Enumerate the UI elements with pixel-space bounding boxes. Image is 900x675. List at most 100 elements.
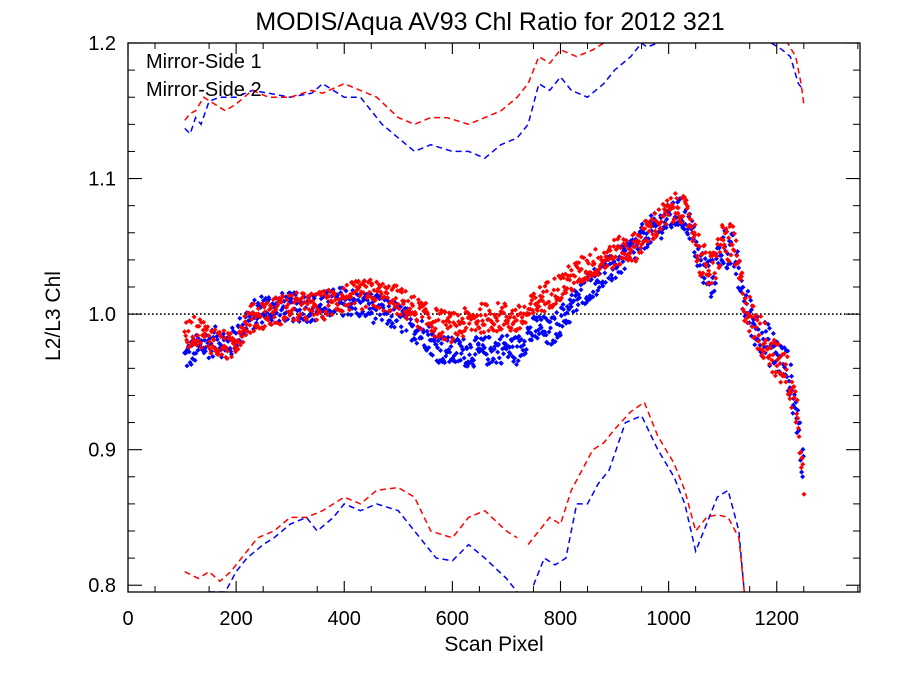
data-point [356, 313, 362, 319]
y-tick-label: 1.1 [88, 169, 116, 191]
x-tick-label: 600 [436, 608, 469, 630]
data-point [654, 231, 660, 237]
data-point [642, 226, 648, 232]
data-point [733, 238, 739, 244]
data-point [395, 301, 401, 307]
data-point [746, 328, 752, 334]
data-point [735, 285, 741, 291]
data-point [748, 297, 754, 303]
data-point [393, 283, 399, 289]
data-point [586, 260, 591, 266]
data-point [297, 307, 303, 313]
data-point [675, 222, 681, 228]
data-point [601, 258, 607, 263]
data-point [561, 275, 566, 281]
data-point [514, 317, 520, 323]
data-point [237, 329, 243, 335]
data-point [573, 289, 579, 295]
data-point [720, 224, 726, 230]
data-point [216, 348, 222, 354]
data-point [771, 337, 777, 343]
data-point [575, 265, 581, 271]
chart-title: MODIS/Aqua AV93 Chl Ratio for 2012 321 [255, 8, 724, 36]
data-point [540, 289, 546, 295]
data-point [535, 308, 540, 314]
data-point [712, 270, 718, 276]
data-point [363, 284, 369, 290]
data-point [763, 328, 769, 334]
data-point [632, 230, 638, 236]
data-point [794, 411, 800, 417]
data-point [511, 314, 517, 320]
data-point [600, 283, 606, 289]
data-point [455, 312, 461, 318]
y-axis-title: L2/L3 Chl [42, 271, 65, 361]
data-point [798, 449, 804, 455]
data-point [439, 330, 445, 335]
data-point [521, 304, 527, 310]
data-point [468, 344, 474, 350]
data-point [300, 295, 306, 300]
data-point [507, 314, 513, 320]
data-point [742, 318, 747, 324]
data-point [796, 434, 802, 440]
legend: Mirror-Side 1 Mirror-Side 2 [146, 51, 262, 101]
data-point [421, 329, 426, 335]
data-point [497, 336, 503, 342]
data-point [613, 275, 619, 281]
data-point [568, 304, 574, 310]
data-point [650, 231, 656, 237]
data-point [192, 357, 198, 363]
data-point [720, 237, 726, 243]
data-point [340, 313, 346, 319]
data-point [583, 270, 589, 276]
data-point [510, 344, 516, 350]
data-point [551, 287, 557, 293]
data-point [753, 324, 759, 330]
data-point [385, 295, 391, 301]
data-point [224, 356, 230, 362]
data-point [352, 306, 358, 312]
data-point [685, 203, 691, 209]
data-point [358, 300, 363, 306]
data-point [448, 323, 454, 329]
data-point [704, 263, 709, 269]
data-point [297, 311, 303, 317]
data-point [769, 357, 775, 363]
data-layer [128, 43, 860, 592]
data-point [379, 317, 385, 323]
data-point [523, 320, 528, 326]
data-point [460, 347, 466, 353]
data-point [302, 306, 308, 312]
data-point [748, 314, 754, 320]
data-point [259, 294, 264, 300]
y-tick-label: 1.0 [88, 304, 116, 326]
data-point [509, 338, 515, 344]
data-point [575, 302, 581, 308]
data-point [212, 327, 218, 333]
data-point [692, 232, 698, 238]
data-point [668, 195, 674, 201]
data-point [348, 294, 354, 300]
data-point [286, 292, 292, 298]
data-point [594, 292, 599, 298]
data-point [207, 346, 213, 352]
axes-layer: 0 200 400 600 800 1000 1200 0.8 0.9 1.0 1.1 1.2 [88, 33, 861, 630]
x-tick-label: 1200 [754, 608, 799, 630]
data-point [303, 317, 309, 323]
data-point [285, 301, 291, 307]
data-point [453, 323, 459, 329]
x-tick-label: 400 [328, 608, 361, 630]
data-point [239, 334, 245, 340]
data-point [782, 373, 788, 379]
data-point [236, 339, 241, 345]
x-tick-label: 1000 [646, 608, 691, 630]
data-point [559, 295, 564, 301]
data-point [622, 266, 628, 272]
data-point [425, 332, 431, 338]
data-point [494, 318, 500, 324]
data-point [434, 307, 440, 313]
data-point [648, 213, 654, 219]
data-point [284, 297, 290, 303]
data-point [248, 303, 254, 309]
